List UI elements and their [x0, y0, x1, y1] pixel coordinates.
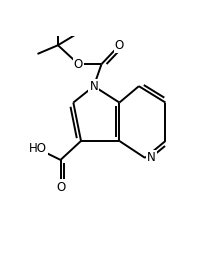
Text: O: O — [115, 39, 124, 52]
Text: N: N — [89, 80, 98, 93]
Text: O: O — [74, 58, 83, 71]
Text: HO: HO — [29, 142, 46, 155]
Text: O: O — [56, 180, 65, 193]
Text: N: N — [147, 151, 155, 164]
